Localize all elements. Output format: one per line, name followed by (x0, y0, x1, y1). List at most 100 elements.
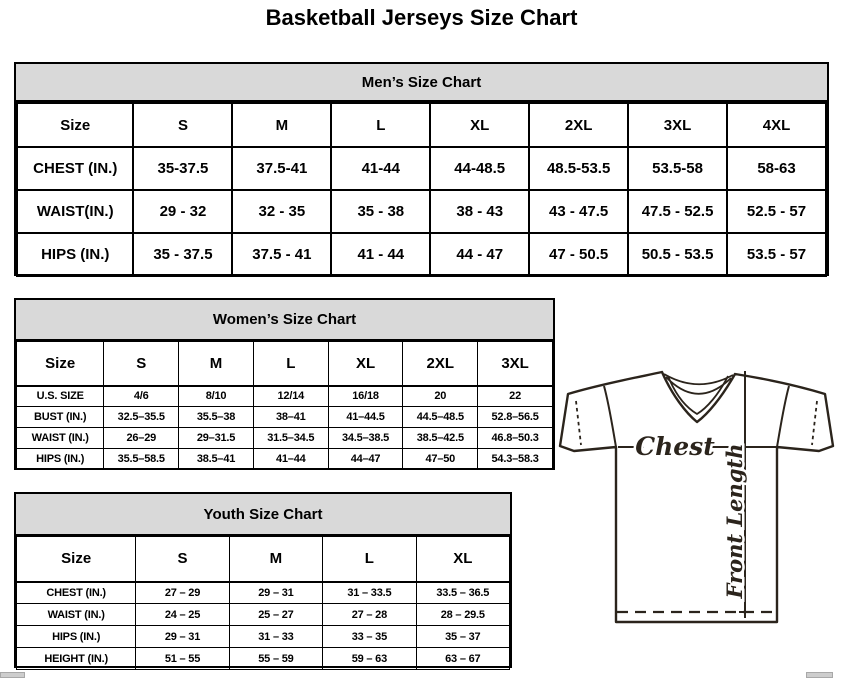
column-header: Size (15, 102, 135, 148)
row-label: CHEST (IN.) (15, 146, 135, 191)
row-label: HIPS (IN.) (15, 232, 135, 277)
table-title: Men’s Size Chart (16, 64, 827, 102)
column-header: L (322, 536, 417, 583)
size-cell: 54.3–58.3 (477, 448, 553, 470)
table-title: Women’s Size Chart (16, 300, 553, 341)
table-row: CHEST (IN.) 27 – 29 29 – 31 31 – 33.5 33.5 –… (15, 581, 511, 604)
size-cell: 37.5 - 41 (231, 232, 333, 277)
column-header: L (252, 341, 329, 387)
size-cell: 25 – 27 (228, 603, 324, 626)
column-header: S (135, 536, 230, 583)
size-cell: 26–29 (103, 427, 180, 449)
size-cell: 32.5–35.5 (103, 406, 180, 428)
size-cell: 35.5–38 (178, 406, 254, 428)
size-cell: 59 – 63 (322, 647, 417, 670)
row-label: WAIST (IN.) (15, 427, 105, 449)
size-cell: 44.5–48.5 (402, 406, 479, 428)
size-cell: 22 (477, 385, 553, 407)
size-cell: 31 – 33 (228, 625, 324, 648)
collar-inner-v (667, 375, 729, 415)
column-header: XL (415, 536, 511, 583)
size-cell: 4/6 (103, 385, 180, 407)
size-cell: 51 – 55 (135, 647, 230, 670)
size-cell: 16/18 (327, 385, 404, 407)
table-row: CHEST (IN.) 35-37.5 37.5-41 41-44 44-48.5 48.… (15, 146, 827, 191)
table-row: HIPS (IN.) 35 - 37.5 37.5 - 41 41 - 44 44 - … (15, 232, 827, 277)
size-cell: 38.5–41 (178, 448, 254, 470)
row-label: HEIGHT (IN.) (15, 647, 137, 670)
size-cell: 38.5–42.5 (402, 427, 479, 449)
size-cell: 38–41 (252, 406, 329, 428)
jersey-measurement-diagram: Chest Front Length (556, 356, 841, 648)
size-cell: 47.5 - 52.5 (627, 189, 729, 234)
column-header: 2XL (402, 341, 479, 387)
size-cell: 37.5-41 (231, 146, 333, 191)
men-grid: Size S M L XL 2XL 3XL 4XL CHEST (IN.) 35-37.5 37.5… (15, 102, 827, 277)
size-cell: 8/10 (178, 385, 254, 407)
size-cell: 55 – 59 (228, 647, 324, 670)
left-sleeve-seam (603, 385, 617, 448)
size-cell: 48.5-53.5 (528, 146, 630, 191)
jersey-body-outline (558, 370, 835, 624)
size-cell: 44-48.5 (429, 146, 531, 191)
column-header: M (228, 536, 324, 583)
size-cell: 20 (402, 385, 479, 407)
table-row: HIPS (IN.) 29 – 31 31 – 33 33 – 35 35 – 37 (15, 625, 511, 648)
right-cuff-stitch (811, 400, 818, 446)
size-cell: 63 – 67 (415, 647, 511, 670)
column-header: Size (15, 341, 105, 387)
womens-size-table: Women’s Size Chart Size S M L XL 2XL 3XL U.S. SI… (14, 298, 555, 470)
size-cell: 47–50 (402, 448, 479, 470)
table-row: BUST (IN.) 32.5–35.5 35.5–38 38–41 41–44.5 44… (15, 406, 553, 428)
size-cell: 53.5-58 (627, 146, 729, 191)
collar-back-arc (663, 373, 734, 386)
size-cell: 35 - 38 (330, 189, 432, 234)
table-row: HIPS (IN.) 35.5–58.5 38.5–41 41–44 44–47 47–5… (15, 448, 553, 470)
size-cell: 33 – 35 (322, 625, 417, 648)
size-cell: 35 - 37.5 (132, 232, 234, 277)
column-header: 3XL (627, 102, 729, 148)
scrollbar-fragment-right[interactable] (806, 672, 833, 678)
size-cell: 24 – 25 (135, 603, 230, 626)
size-cell: 29 – 31 (135, 625, 230, 648)
size-cell: 31.5–34.5 (252, 427, 329, 449)
size-cell: 47 - 50.5 (528, 232, 630, 277)
row-label: CHEST (IN.) (15, 581, 137, 604)
chest-label: Chest (635, 432, 715, 461)
table-row: WAIST (IN.) 24 – 25 25 – 27 27 – 28 28 – 29.… (15, 603, 511, 626)
header-row: Size S M L XL 2XL 3XL 4XL (15, 102, 827, 148)
column-header: 3XL (477, 341, 553, 387)
size-cell: 31 – 33.5 (322, 581, 417, 604)
size-cell: 41–44 (252, 448, 329, 470)
size-cell: 41-44 (330, 146, 432, 191)
row-label: WAIST (IN.) (15, 603, 137, 626)
header-row: Size S M L XL 2XL 3XL (15, 341, 553, 387)
column-header: M (178, 341, 254, 387)
size-cell: 44 - 47 (429, 232, 531, 277)
right-sleeve-seam (776, 385, 790, 448)
column-header: XL (327, 341, 404, 387)
size-cell: 12/14 (252, 385, 329, 407)
row-label: BUST (IN.) (15, 406, 105, 428)
mens-size-table: Men’s Size Chart Size S M L XL 2XL 3XL 4XL CHEST … (14, 62, 829, 277)
size-cell: 35.5–58.5 (103, 448, 180, 470)
header-row: Size S M L XL (15, 536, 511, 583)
size-cell: 50.5 - 53.5 (627, 232, 729, 277)
size-cell: 33.5 – 36.5 (415, 581, 511, 604)
table-row: U.S. SIZE 4/6 8/10 12/14 16/18 20 22 (15, 385, 553, 407)
table-row: HEIGHT (IN.) 51 – 55 55 – 59 59 – 63 63 – 67 (15, 647, 511, 670)
youth-grid: Size S M L XL CHEST (IN.) 27 – 29 29 – 31 31 – 3… (15, 536, 511, 670)
scrollbar-fragment-left[interactable] (0, 672, 25, 678)
size-cell: 41 - 44 (330, 232, 432, 277)
column-header: XL (429, 102, 531, 148)
table-title: Youth Size Chart (16, 494, 510, 536)
size-cell: 41–44.5 (327, 406, 404, 428)
size-cell: 27 – 28 (322, 603, 417, 626)
front-length-label: Front Length (722, 444, 747, 600)
column-header: S (132, 102, 234, 148)
size-cell: 52.5 - 57 (726, 189, 827, 234)
size-cell: 35-37.5 (132, 146, 234, 191)
size-cell: 44–47 (327, 448, 404, 470)
column-header: 2XL (528, 102, 630, 148)
column-header: S (103, 341, 180, 387)
